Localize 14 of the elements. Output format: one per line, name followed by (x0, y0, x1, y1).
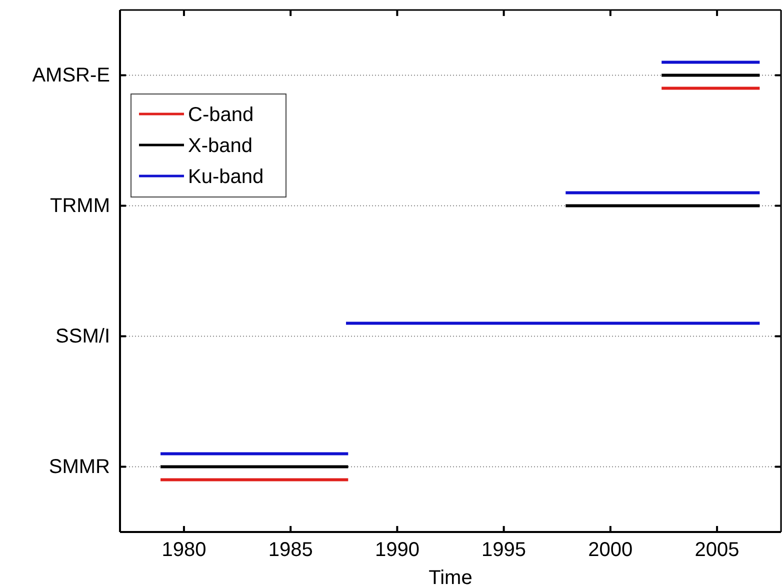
x-tick-label: 1995 (482, 539, 526, 562)
y-tick-label: SSM/I (56, 326, 110, 348)
y-tick-label: TRMM (50, 195, 110, 218)
x-tick-label: 2000 (588, 539, 633, 562)
x-tick-label: 1980 (162, 539, 206, 562)
x-tick-label: 2005 (694, 539, 740, 562)
legend-label: Ku-band (188, 166, 264, 188)
y-tick-label: SMMR (48, 456, 110, 478)
legend-label: C-band (188, 104, 254, 126)
x-tick-label: 1990 (374, 539, 420, 562)
y-tick-label: AMSR-E (32, 64, 110, 87)
legend-label: X-band (188, 135, 252, 157)
x-tick-label: 1985 (268, 539, 313, 562)
x-axis-title: Time (428, 567, 472, 587)
